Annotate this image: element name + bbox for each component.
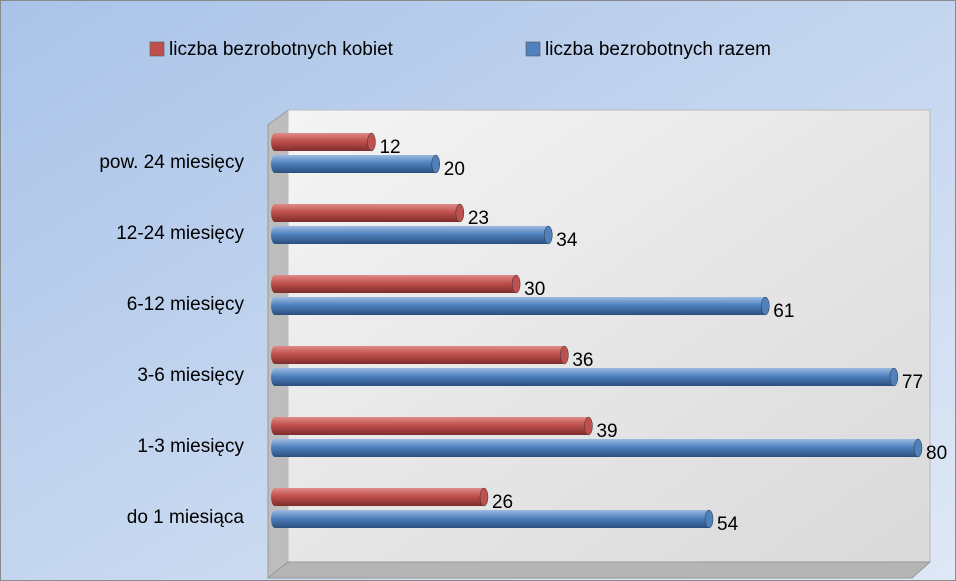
data-label: 26 [492, 492, 513, 513]
data-label: 54 [717, 514, 739, 535]
bar [275, 275, 517, 293]
bar-cap [479, 487, 489, 507]
bar [275, 133, 372, 151]
bar-base [271, 204, 279, 222]
bar-base [271, 155, 279, 173]
y-tick-label: pow. 24 miesięcy [99, 152, 244, 173]
bar-cap [889, 367, 899, 387]
bar [275, 297, 766, 315]
data-label: 12 [379, 137, 400, 158]
bar-cap [511, 274, 521, 294]
bar [275, 439, 918, 457]
bar-base [271, 417, 279, 435]
legend-swatch [525, 41, 541, 57]
bar [275, 488, 484, 506]
side-wall [267, 109, 289, 580]
y-tick-label: 6-12 miesięcy [127, 294, 245, 315]
bar-base [271, 226, 279, 244]
legend-label: liczba bezrobotnych razem [545, 39, 771, 60]
bar-cap [761, 296, 770, 316]
bar-cap [913, 438, 923, 458]
bar [275, 226, 549, 244]
bar [275, 155, 436, 173]
bar-base [271, 346, 279, 364]
bar-base [271, 368, 279, 386]
y-tick-label: 3-6 miesięcy [137, 365, 244, 386]
bar-base [271, 275, 279, 293]
y-tick-label: 1-3 miesięcy [137, 436, 244, 457]
bar-base [271, 133, 279, 151]
data-label: 77 [902, 372, 923, 393]
data-label: 39 [596, 421, 617, 442]
bar [275, 204, 460, 222]
y-tick-label: do 1 miesiąca [127, 507, 245, 528]
bar-base [271, 488, 279, 506]
bar [275, 346, 565, 364]
bar-base [271, 439, 279, 457]
data-label: 34 [556, 230, 578, 251]
data-label: 36 [572, 350, 593, 371]
back-wall [287, 109, 931, 563]
legend-label: liczba bezrobotnych kobiet [169, 39, 394, 60]
data-label: 20 [444, 159, 465, 180]
floor [266, 561, 932, 579]
bar [275, 368, 894, 386]
y-tick-label: 12-24 miesięcy [116, 223, 244, 244]
bar-cap [544, 225, 553, 245]
legend-swatch [149, 41, 165, 57]
bar-base [271, 297, 279, 315]
data-label: 80 [926, 443, 947, 464]
bar-cap [367, 132, 376, 152]
bar-cap [584, 416, 593, 436]
data-label: 23 [468, 208, 489, 229]
bar-cap [560, 345, 569, 365]
bar-cap [704, 509, 714, 529]
bar-cap [431, 154, 440, 174]
data-label: 30 [524, 279, 545, 300]
bar-cap [455, 203, 465, 223]
bar [275, 510, 710, 528]
bar [275, 417, 589, 435]
bar-base [271, 510, 279, 528]
data-label: 61 [773, 301, 794, 322]
